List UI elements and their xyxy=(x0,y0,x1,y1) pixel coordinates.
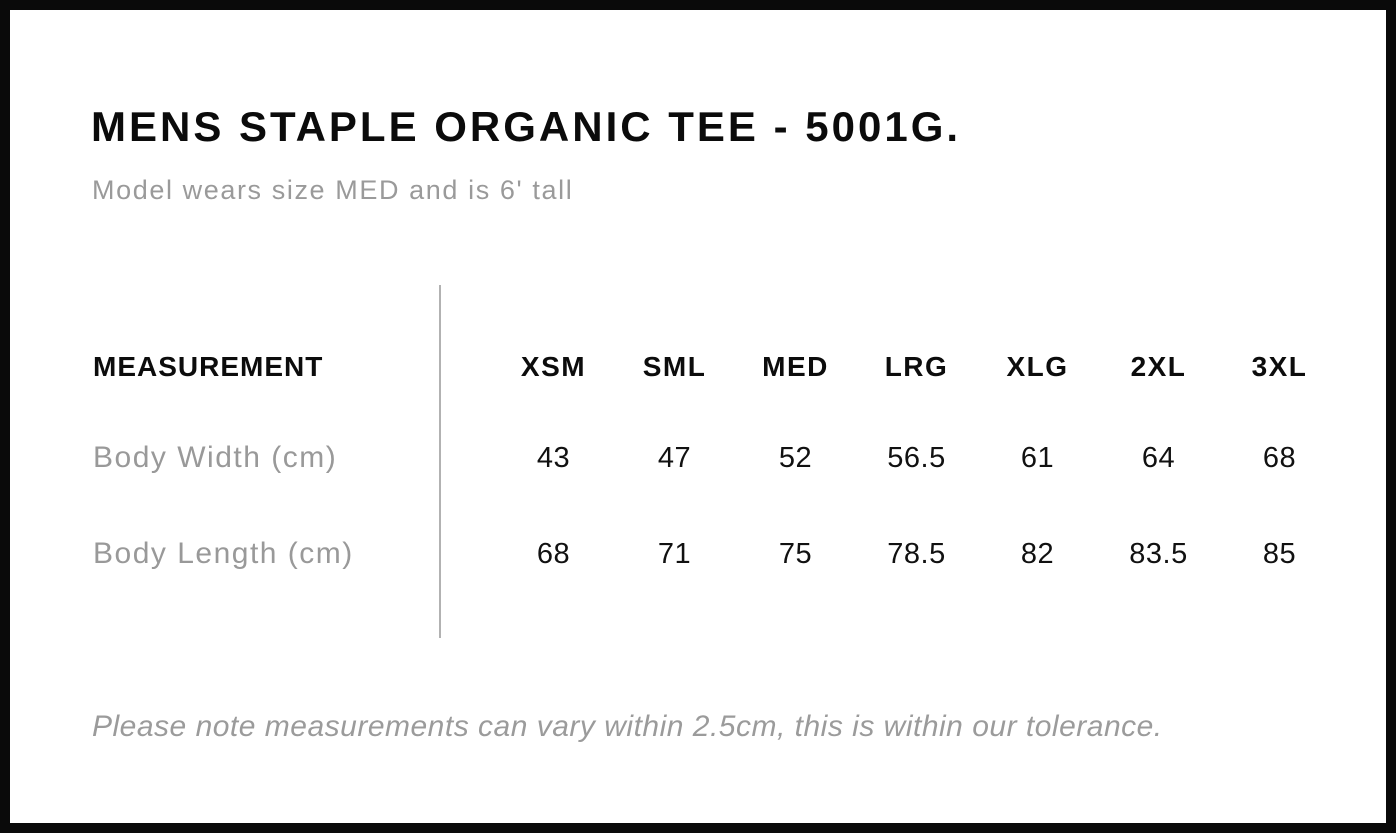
size-header-sml: SML xyxy=(642,351,707,382)
body-length-xlg: 82 xyxy=(1020,537,1055,570)
body-length-xsm: 68 xyxy=(536,537,571,570)
table-row-body-width: Body Width (cm) 43 47 52 56.5 61 64 68 xyxy=(93,438,1340,478)
body-width-med: 52 xyxy=(778,441,813,474)
body-length-lrg: 78.5 xyxy=(887,537,946,570)
size-header-med: MED xyxy=(762,351,829,382)
size-header-2xl: 2XL xyxy=(1130,351,1187,382)
body-width-2xl: 64 xyxy=(1141,441,1176,474)
table-row-body-length: Body Length (cm) 68 71 75 78.5 82 83.5 8… xyxy=(93,534,1340,574)
body-width-sml: 47 xyxy=(657,441,692,474)
page-subtitle: Model wears size MED and is 6' tall xyxy=(92,175,574,205)
body-length-med: 75 xyxy=(778,537,813,570)
body-width-xsm: 43 xyxy=(536,441,571,474)
size-header-xsm: XSM xyxy=(520,351,587,382)
size-header-3xl: 3XL xyxy=(1251,351,1308,382)
body-length-sml: 71 xyxy=(657,537,692,570)
measurement-column-header: MEASUREMENT xyxy=(93,351,324,382)
size-header-xlg: XLG xyxy=(1006,351,1069,382)
size-header-lrg: LRG xyxy=(884,351,949,382)
row-label-body-width: Body Width (cm) xyxy=(93,441,338,474)
body-width-3xl: 68 xyxy=(1262,441,1297,474)
body-length-3xl: 85 xyxy=(1262,537,1297,570)
table-divider-line xyxy=(439,285,441,638)
body-length-2xl: 83.5 xyxy=(1129,537,1188,570)
body-width-xlg: 61 xyxy=(1020,441,1055,474)
size-chart-header-row: MEASUREMENT XSM SML MED LRG XLG 2XL 3XL xyxy=(93,347,1340,387)
row-label-body-length: Body Length (cm) xyxy=(93,537,354,570)
body-width-lrg: 56.5 xyxy=(887,441,946,474)
tolerance-note: Please note measurements can vary within… xyxy=(92,710,1163,743)
page-title: MENS STAPLE ORGANIC TEE - 5001G. xyxy=(91,103,962,150)
